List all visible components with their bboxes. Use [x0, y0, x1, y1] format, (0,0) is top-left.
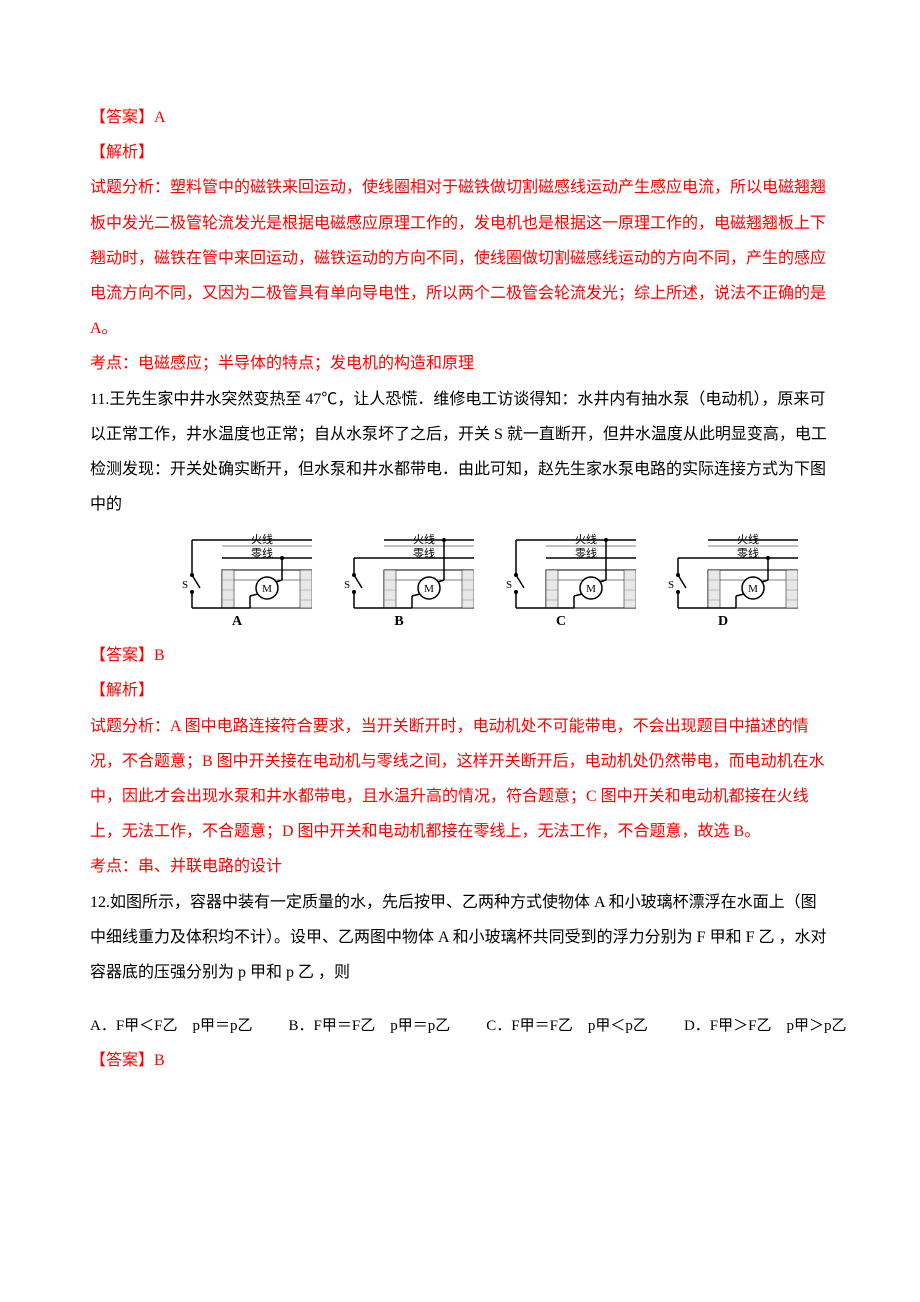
- circuit-B: 火线 零线 M S B: [324, 530, 474, 630]
- zero-label: 零线: [413, 546, 435, 560]
- switch-label: S: [182, 579, 188, 591]
- circuit-label-D: D: [718, 614, 728, 630]
- option-D: D．F甲＞F乙 p甲＞p乙: [684, 1014, 847, 1035]
- analysis-10-label: 【解析】: [90, 135, 830, 170]
- fire-label: 火线: [575, 532, 597, 546]
- circuit-label-A: A: [232, 614, 242, 630]
- analysis-11-label: 【解析】: [90, 673, 830, 708]
- circuit-diagram-row: 火线 零线 M S: [90, 530, 830, 630]
- zero-label: 零线: [737, 546, 759, 560]
- question-11: 11.王先生家中井水突然变热至 47℃，让人恐慌．维修电工访谈得知：水井内有抽水…: [90, 382, 830, 523]
- fire-label: 火线: [737, 532, 759, 546]
- circuit-B-svg: 火线 零线 M S: [324, 530, 474, 612]
- zero-label: 零线: [251, 546, 273, 560]
- analysis-11-text: 试题分析：A 图中电路连接符合要求，当开关断开时，电动机处不可能带电，不会出现题…: [90, 709, 830, 850]
- motor-label: M: [424, 583, 434, 595]
- circuit-C-svg: 火线 零线 M S: [486, 530, 636, 612]
- fire-label: 火线: [251, 532, 273, 546]
- motor-label: M: [748, 583, 758, 595]
- option-B: B．F甲＝F乙 p甲＝p乙: [289, 1014, 451, 1035]
- circuit-A: 火线 零线 M S: [162, 530, 312, 630]
- circuit-A-svg: 火线 零线 M S: [162, 530, 312, 612]
- motor-label: M: [586, 583, 596, 595]
- zero-label: 零线: [575, 546, 597, 560]
- circuit-C: 火线 零线 M S C: [486, 530, 636, 630]
- question-12: 12.如图所示，容器中装有一定质量的水，先后按甲、乙两种方式使物体 A 和小玻璃…: [90, 885, 830, 991]
- topic-11: 考点：串、并联电路的设计: [90, 849, 830, 884]
- option-C: C．F甲＝F乙 p甲＜p乙: [486, 1014, 648, 1035]
- option-A: A．F甲＜F乙 p甲＝p乙: [90, 1014, 253, 1035]
- motor-label: M: [262, 583, 272, 595]
- question-12-options: A．F甲＜F乙 p甲＝p乙 B．F甲＝F乙 p甲＝p乙 C．F甲＝F乙 p甲＜p…: [90, 1014, 830, 1035]
- switch-label: S: [668, 579, 674, 591]
- analysis-10-text: 试题分析：塑料管中的磁铁来回运动，使线圈相对于磁铁做切割磁感线运动产生感应电流，…: [90, 170, 830, 346]
- switch-label: S: [344, 579, 350, 591]
- circuit-D-svg: 火线 零线 M S: [648, 530, 798, 612]
- fire-label: 火线: [413, 532, 435, 546]
- circuit-label-B: B: [394, 614, 403, 630]
- answer-11-label: 【答案】B: [90, 638, 830, 673]
- answer-12-label: 【答案】B: [90, 1043, 830, 1078]
- circuit-D: 火线 零线 M S D: [648, 530, 798, 630]
- topic-10: 考点：电磁感应；半导体的特点；发电机的构造和原理: [90, 346, 830, 381]
- circuit-label-C: C: [556, 614, 566, 630]
- answer-10-label: 【答案】A: [90, 100, 830, 135]
- switch-label: S: [506, 579, 512, 591]
